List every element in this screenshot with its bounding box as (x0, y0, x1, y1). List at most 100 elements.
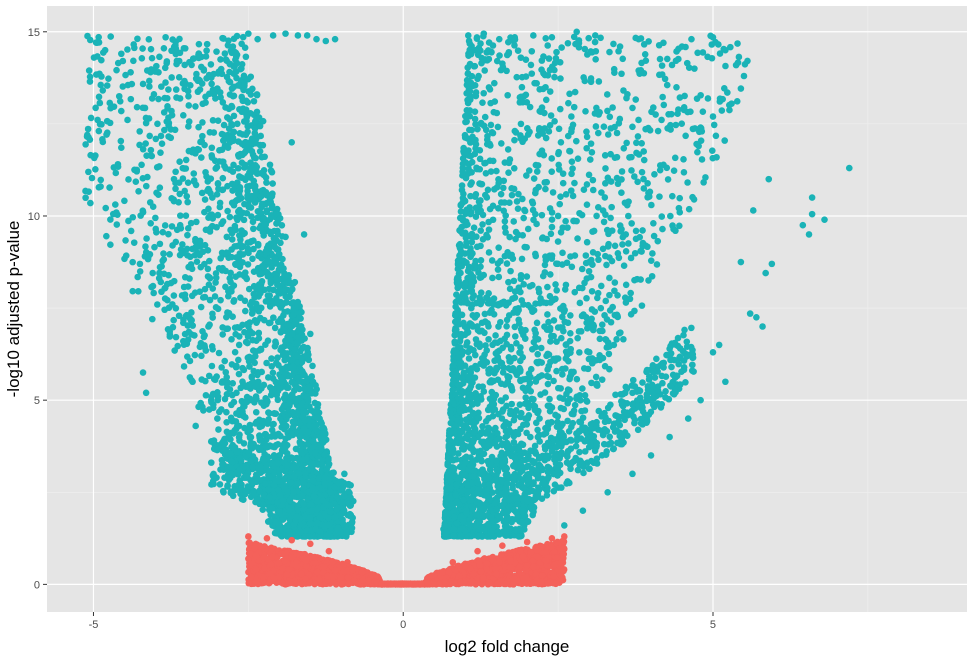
significant-point (639, 227, 646, 234)
significant-point (528, 47, 536, 55)
significant-point (209, 215, 217, 222)
significant-point (268, 426, 276, 434)
significant-point (192, 103, 199, 110)
significant-point (515, 532, 523, 540)
significant-point (238, 140, 246, 148)
significant-point (180, 44, 188, 52)
significant-point (625, 198, 632, 205)
significant-point (138, 54, 146, 62)
significant-point (522, 56, 530, 63)
significant-point (672, 121, 680, 129)
significant-point (641, 51, 649, 58)
significant-point (727, 43, 734, 51)
significant-point (517, 325, 525, 333)
significant-point (302, 434, 310, 441)
significant-point (507, 407, 514, 415)
significant-point (118, 144, 125, 152)
significant-point (631, 173, 638, 180)
significant-point (808, 210, 816, 218)
significant-point (509, 295, 516, 302)
significant-point (248, 147, 256, 155)
significant-point (617, 329, 624, 336)
significant-point (554, 212, 562, 220)
significant-point (588, 288, 596, 295)
significant-point (269, 375, 277, 382)
significant-point (528, 395, 536, 403)
significant-point (633, 149, 640, 157)
significant-point (613, 335, 620, 343)
significant-point (241, 424, 248, 432)
significant-point (239, 408, 246, 415)
significant-point (528, 70, 536, 77)
significant-point (226, 213, 234, 221)
significant-point (276, 286, 283, 293)
significant-point (226, 91, 234, 98)
significant-point (252, 408, 260, 416)
significant-point (169, 242, 176, 249)
significant-point (521, 243, 529, 251)
significant-point (486, 205, 494, 213)
significant-point (95, 127, 103, 135)
significant-point (496, 52, 503, 59)
significant-point (463, 259, 470, 267)
significant-point (266, 215, 274, 223)
significant-point (112, 169, 120, 177)
significant-point (504, 249, 511, 256)
significant-point (262, 298, 270, 305)
significant-point (135, 287, 142, 295)
significant-point (638, 168, 646, 176)
significant-point (449, 398, 457, 405)
significant-point (226, 386, 234, 393)
significant-point (490, 311, 498, 318)
significant-point (507, 267, 514, 275)
significant-point (168, 223, 176, 230)
significant-point (691, 125, 699, 132)
significant-point (638, 140, 645, 147)
significant-point (205, 323, 212, 330)
significant-point (270, 420, 277, 428)
significant-point (570, 33, 578, 41)
significant-point (614, 250, 622, 257)
significant-point (721, 137, 729, 144)
significant-point (592, 123, 600, 130)
significant-point (166, 251, 173, 258)
significant-point (538, 57, 546, 64)
significant-point (699, 108, 707, 115)
significant-point (512, 129, 520, 136)
significant-point (648, 108, 655, 116)
significant-point (253, 319, 260, 326)
significant-point (147, 219, 154, 227)
significant-point (601, 152, 609, 159)
significant-point (213, 48, 220, 55)
significant-point (464, 32, 472, 39)
significant-point (548, 223, 556, 231)
significant-point (241, 328, 248, 336)
significant-point (230, 128, 238, 136)
significant-point (262, 443, 270, 450)
significant-point (709, 113, 717, 120)
significant-point (202, 93, 209, 101)
significant-point (300, 231, 308, 238)
significant-point (303, 352, 310, 359)
significant-point (259, 141, 267, 149)
significant-point (656, 166, 664, 174)
significant-point (263, 359, 270, 367)
significant-point (625, 240, 632, 247)
significant-point (243, 398, 251, 406)
significant-point (544, 380, 552, 388)
significant-point (722, 378, 729, 386)
significant-point (608, 203, 615, 211)
significant-point (206, 257, 213, 265)
significant-point (510, 277, 518, 285)
significant-point (145, 36, 153, 43)
significant-point (143, 67, 151, 74)
significant-point (203, 47, 210, 54)
significant-point (268, 192, 276, 200)
significant-point (467, 181, 474, 188)
significant-point (582, 252, 590, 259)
significant-point (712, 38, 719, 46)
significant-point (530, 32, 537, 39)
significant-point (700, 179, 707, 186)
significant-point (491, 98, 499, 105)
significant-point (538, 66, 545, 73)
